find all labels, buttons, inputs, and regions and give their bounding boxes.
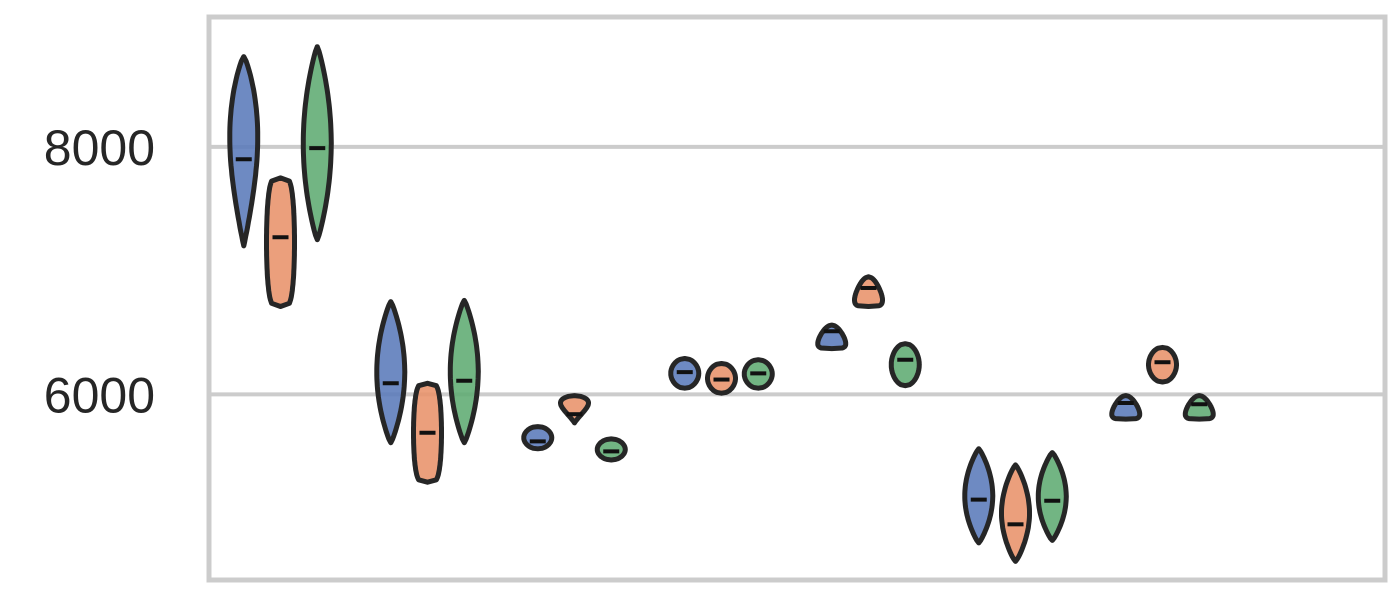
violin-s3-g5 — [888, 341, 922, 389]
violin-s3-g2 — [447, 297, 481, 446]
plot-frame — [206, 14, 1388, 583]
violin-s1-g2 — [374, 299, 408, 446]
violin-s1-g1 — [227, 54, 261, 249]
violins — [227, 44, 1216, 564]
violin-s2-g7 — [1146, 344, 1179, 385]
violin-s2-g3 — [558, 393, 591, 426]
violin-s3-g6 — [1035, 450, 1069, 543]
y-tick-label-8000: 8000 — [44, 120, 155, 176]
violin-s1-g7 — [1109, 393, 1143, 422]
violin-s2-g5 — [852, 274, 885, 309]
violin-s1-g3 — [521, 424, 555, 452]
violin-s3-g1 — [300, 44, 334, 243]
violin-s2-g1 — [264, 175, 297, 309]
y-tick-label-6000: 6000 — [44, 367, 155, 423]
violin-s3-g7 — [1182, 393, 1216, 422]
y-tick-labels: 6000 8000 — [44, 120, 155, 423]
violin-s1-g6 — [962, 446, 996, 546]
violin-s2-g6 — [999, 462, 1032, 564]
violin-s1-g5 — [815, 322, 849, 352]
